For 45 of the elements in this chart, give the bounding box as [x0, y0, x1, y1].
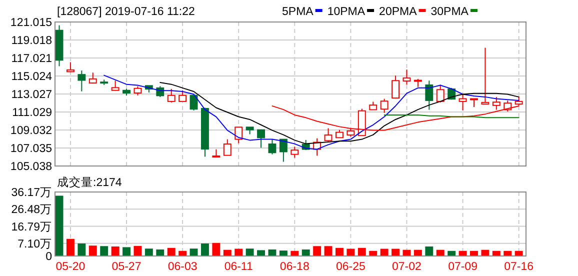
y-tick-label: 121.015: [10, 17, 52, 29]
x-tick-label: 07-02: [392, 261, 422, 273]
bar: [246, 248, 254, 256]
bar: [313, 246, 322, 256]
bar: [425, 246, 434, 256]
y-tick-label: 26.48万: [11, 203, 52, 216]
y-tick-label: 107.035: [10, 143, 52, 155]
bar: [111, 246, 120, 256]
candlestick: [425, 80, 434, 110]
y-tick-label: 7.10万: [18, 237, 52, 250]
y-tick-label: 115.024: [11, 70, 53, 83]
y-tick-label: 113.027: [11, 88, 52, 101]
y-tick-label: 119.018: [11, 35, 52, 47]
legend-label: 20PMA: [379, 6, 418, 18]
bar: [66, 238, 74, 256]
bar: [134, 246, 142, 256]
x-tick-label: 07-16: [504, 261, 534, 273]
bar: [88, 246, 97, 256]
x-tick-label: 06-18: [280, 261, 310, 273]
bar: [144, 248, 153, 256]
y-tick-label: 0: [46, 251, 52, 263]
y-tick-label: 105.038: [10, 161, 52, 173]
bar: [78, 243, 86, 256]
bar: [122, 247, 130, 256]
x-tick-label: 05-27: [112, 261, 142, 273]
y-tick-label: 16.79万: [11, 220, 52, 234]
x-tick-label: 05-20: [56, 261, 86, 273]
legend-label: 5PMA: [282, 6, 314, 18]
y-tick-label: 36.17万: [11, 186, 52, 199]
y-tick-label: 111.029: [12, 107, 52, 120]
legend-label: 10PMA: [327, 6, 366, 18]
bar: [100, 246, 108, 256]
y-tick-label: 117.021: [11, 53, 52, 65]
bar: [55, 196, 64, 256]
x-tick-label: 07-09: [448, 261, 478, 273]
chart-title: 成交量:2174: [57, 175, 122, 189]
x-tick-label: 06-03: [168, 261, 198, 273]
y-tick-label: 109.032: [10, 125, 52, 137]
legend-label: 30PMA: [430, 6, 469, 18]
x-tick-label: 06-11: [224, 261, 253, 273]
bar: [201, 243, 209, 256]
candlestick: [55, 24, 64, 67]
x-tick-label: 06-25: [336, 261, 366, 273]
chart-title: [128067] 2019-07-16 11:22: [57, 6, 195, 18]
bar: [212, 242, 220, 256]
